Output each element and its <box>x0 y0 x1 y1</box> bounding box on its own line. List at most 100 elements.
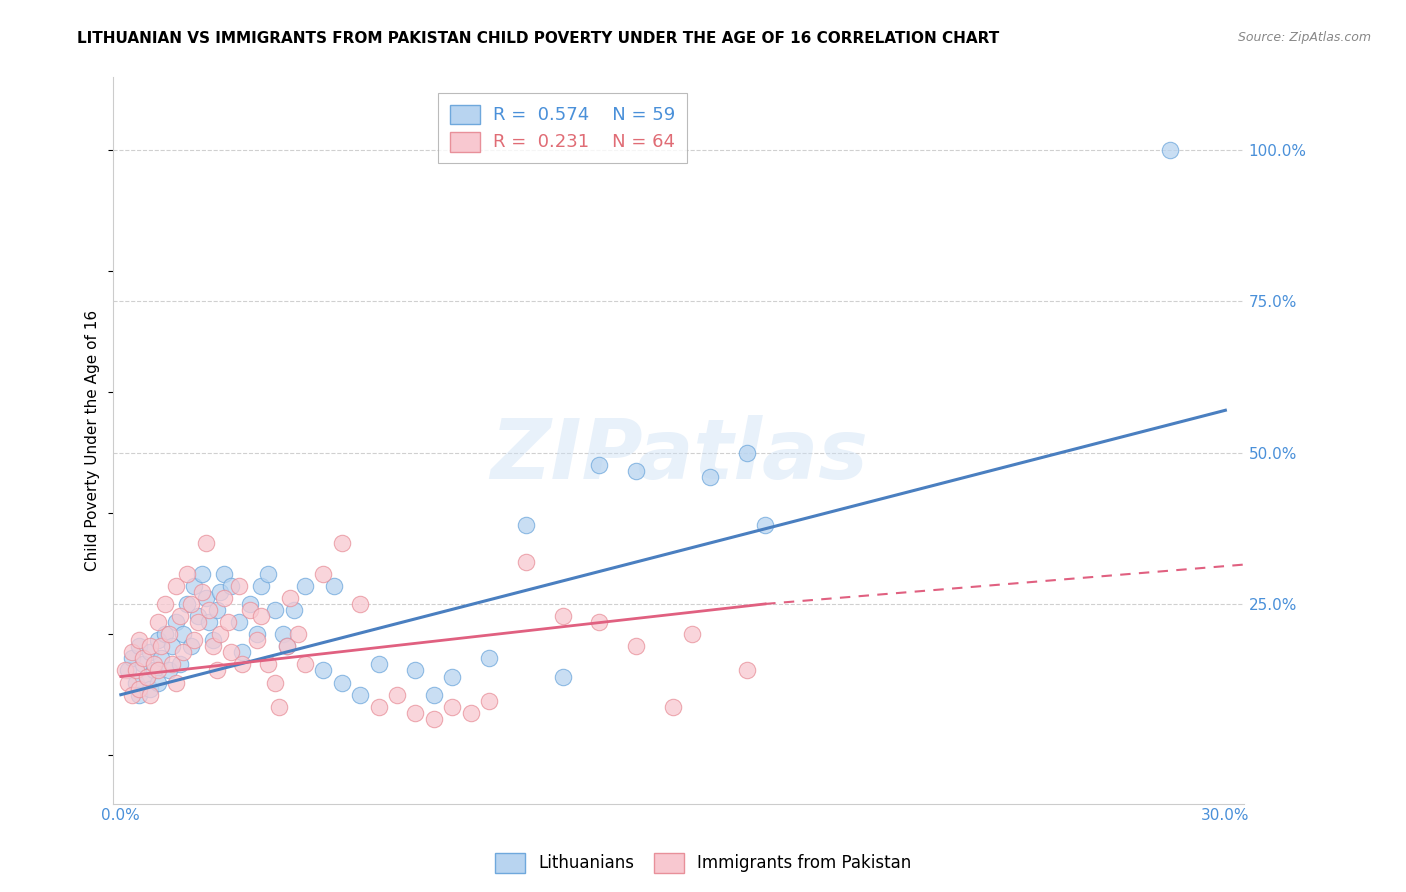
Point <box>278 591 301 605</box>
Text: LITHUANIAN VS IMMIGRANTS FROM PAKISTAN CHILD POVERTY UNDER THE AGE OF 16 CORRELA: LITHUANIAN VS IMMIGRANTS FROM PAKISTAN C… <box>77 31 1000 46</box>
Point <box>257 566 280 581</box>
Point <box>135 669 157 683</box>
Point <box>217 615 239 629</box>
Point <box>132 657 155 672</box>
Point <box>146 675 169 690</box>
Point <box>205 603 228 617</box>
Point <box>176 597 198 611</box>
Point <box>183 579 205 593</box>
Point <box>143 657 166 672</box>
Point <box>367 699 389 714</box>
Point <box>221 579 243 593</box>
Point <box>209 627 232 641</box>
Point <box>114 664 136 678</box>
Point <box>330 675 353 690</box>
Point <box>221 645 243 659</box>
Point <box>249 609 271 624</box>
Point <box>276 640 298 654</box>
Point <box>404 706 426 720</box>
Point <box>150 640 173 654</box>
Point <box>276 640 298 654</box>
Point <box>460 706 482 720</box>
Point <box>735 445 758 459</box>
Point <box>205 664 228 678</box>
Point <box>294 579 316 593</box>
Point <box>180 640 202 654</box>
Point <box>128 633 150 648</box>
Point <box>139 640 162 654</box>
Y-axis label: Child Poverty Under the Age of 16: Child Poverty Under the Age of 16 <box>86 310 100 571</box>
Point <box>515 555 537 569</box>
Point <box>212 566 235 581</box>
Point <box>121 645 143 659</box>
Point <box>169 657 191 672</box>
Point <box>228 615 250 629</box>
Point <box>128 681 150 696</box>
Legend: Lithuanians, Immigrants from Pakistan: Lithuanians, Immigrants from Pakistan <box>488 847 918 880</box>
Point <box>139 688 162 702</box>
Point <box>124 675 146 690</box>
Point <box>121 688 143 702</box>
Point <box>283 603 305 617</box>
Point <box>228 579 250 593</box>
Point <box>330 536 353 550</box>
Text: Source: ZipAtlas.com: Source: ZipAtlas.com <box>1237 31 1371 45</box>
Point <box>312 566 335 581</box>
Point <box>128 640 150 654</box>
Point <box>588 615 610 629</box>
Point <box>132 651 155 665</box>
Point <box>212 591 235 605</box>
Legend: R =  0.574    N = 59, R =  0.231    N = 64: R = 0.574 N = 59, R = 0.231 N = 64 <box>439 93 688 163</box>
Point <box>478 694 501 708</box>
Point <box>162 640 184 654</box>
Point <box>478 651 501 665</box>
Point <box>404 664 426 678</box>
Point <box>551 609 574 624</box>
Point <box>271 627 294 641</box>
Point <box>135 669 157 683</box>
Point <box>754 518 776 533</box>
Point <box>257 657 280 672</box>
Point <box>349 597 371 611</box>
Point <box>180 597 202 611</box>
Point <box>239 597 262 611</box>
Point <box>201 633 224 648</box>
Point <box>176 566 198 581</box>
Point <box>139 681 162 696</box>
Point <box>231 657 253 672</box>
Point <box>264 603 287 617</box>
Point <box>367 657 389 672</box>
Point <box>165 579 187 593</box>
Point <box>162 657 184 672</box>
Point <box>441 669 464 683</box>
Point <box>231 645 253 659</box>
Point <box>157 664 180 678</box>
Point <box>209 584 232 599</box>
Point <box>191 584 214 599</box>
Point <box>626 640 648 654</box>
Point <box>124 664 146 678</box>
Point <box>146 615 169 629</box>
Point <box>626 464 648 478</box>
Point <box>165 675 187 690</box>
Point <box>323 579 346 593</box>
Point <box>246 627 269 641</box>
Point <box>153 627 176 641</box>
Point <box>441 699 464 714</box>
Point <box>194 591 217 605</box>
Point <box>264 675 287 690</box>
Point <box>146 633 169 648</box>
Point <box>246 633 269 648</box>
Point <box>117 664 139 678</box>
Point <box>165 615 187 629</box>
Point <box>423 688 446 702</box>
Point <box>191 566 214 581</box>
Point <box>735 664 758 678</box>
Point <box>194 536 217 550</box>
Point <box>172 645 194 659</box>
Point <box>157 627 180 641</box>
Point <box>551 669 574 683</box>
Point <box>681 627 703 641</box>
Point <box>201 640 224 654</box>
Point <box>143 664 166 678</box>
